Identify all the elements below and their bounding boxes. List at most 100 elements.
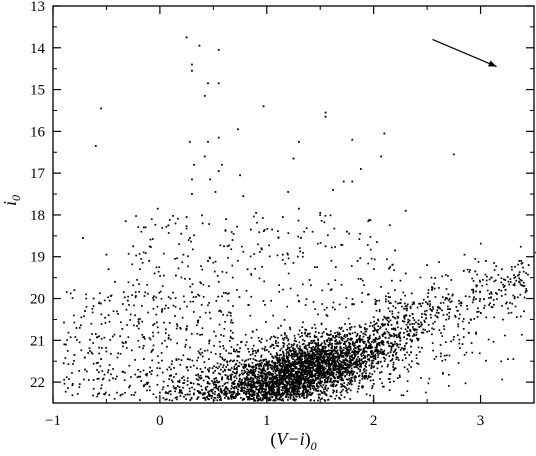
data-point <box>334 364 337 367</box>
data-point <box>182 354 185 357</box>
data-point <box>476 284 478 287</box>
data-point <box>260 391 262 394</box>
data-point <box>148 260 151 262</box>
data-point <box>95 362 98 364</box>
data-point <box>65 376 68 379</box>
data-point <box>282 394 284 396</box>
data-point <box>337 357 340 360</box>
data-point <box>308 382 311 384</box>
data-point <box>305 367 307 369</box>
data-point <box>388 310 391 313</box>
data-point <box>279 349 282 352</box>
data-point <box>281 253 284 256</box>
data-point <box>341 370 344 373</box>
data-point <box>387 317 390 319</box>
data-point <box>362 347 365 350</box>
data-point <box>345 359 348 361</box>
data-point <box>168 366 171 369</box>
data-point <box>358 338 360 340</box>
data-point <box>377 337 380 340</box>
data-point <box>137 318 140 321</box>
data-point <box>274 392 277 395</box>
data-point <box>384 323 387 326</box>
data-point <box>332 356 334 359</box>
data-point <box>220 397 222 400</box>
data-point <box>298 361 300 364</box>
data-point <box>254 364 257 367</box>
data-point <box>367 354 369 356</box>
data-point <box>251 393 254 396</box>
data-point <box>230 319 233 321</box>
data-point <box>290 383 292 385</box>
data-point <box>289 328 292 331</box>
data-point <box>429 308 432 310</box>
data-point <box>313 353 316 356</box>
data-point <box>379 326 382 328</box>
data-point <box>241 372 243 375</box>
data-point <box>435 355 438 358</box>
data-point <box>175 327 178 330</box>
y-axis-label: i0 <box>0 195 23 206</box>
data-point <box>332 336 334 338</box>
data-point <box>315 348 317 351</box>
data-point <box>353 361 356 364</box>
data-point <box>317 361 319 364</box>
data-point <box>379 378 381 380</box>
data-point <box>360 363 362 365</box>
data-point <box>297 383 299 385</box>
data-point <box>363 375 366 377</box>
data-point <box>319 369 322 372</box>
data-point <box>280 399 283 402</box>
data-point <box>311 341 314 344</box>
data-point <box>63 343 66 346</box>
data-point <box>300 370 303 372</box>
data-point <box>176 342 178 345</box>
data-point <box>340 353 343 355</box>
data-point <box>326 338 329 341</box>
data-point <box>249 255 252 258</box>
data-point <box>219 373 222 376</box>
data-point <box>325 381 328 383</box>
data-point <box>315 389 318 392</box>
data-point <box>221 270 224 273</box>
data-point <box>324 214 327 217</box>
data-point <box>232 370 234 373</box>
data-point <box>205 388 207 391</box>
data-point <box>312 346 314 348</box>
data-point <box>330 339 333 341</box>
data-point <box>282 363 285 366</box>
data-point <box>273 347 275 350</box>
data-point <box>261 383 264 386</box>
data-point <box>360 353 362 356</box>
data-point <box>288 381 290 384</box>
data-point <box>138 322 140 325</box>
data-point <box>297 255 299 258</box>
data-point <box>201 222 204 225</box>
data-point <box>425 309 428 312</box>
data-point <box>389 373 392 375</box>
data-point <box>265 393 268 395</box>
data-point <box>419 303 422 305</box>
data-point <box>127 295 129 298</box>
data-point <box>298 349 301 352</box>
data-point <box>306 350 309 353</box>
data-point <box>391 279 393 282</box>
data-point <box>117 312 119 315</box>
data-point <box>306 390 309 393</box>
data-point <box>204 311 207 314</box>
data-point <box>262 367 265 370</box>
data-point <box>200 370 203 373</box>
data-point <box>137 320 140 323</box>
data-point <box>305 361 308 364</box>
data-point <box>197 356 200 359</box>
data-point <box>265 376 268 379</box>
data-point <box>357 346 360 348</box>
data-point <box>406 351 408 354</box>
data-point <box>393 369 396 371</box>
data-point <box>276 377 278 379</box>
data-point <box>276 394 279 397</box>
data-point <box>189 358 191 361</box>
data-point <box>522 266 524 269</box>
data-point <box>386 317 388 319</box>
data-point <box>330 352 333 355</box>
